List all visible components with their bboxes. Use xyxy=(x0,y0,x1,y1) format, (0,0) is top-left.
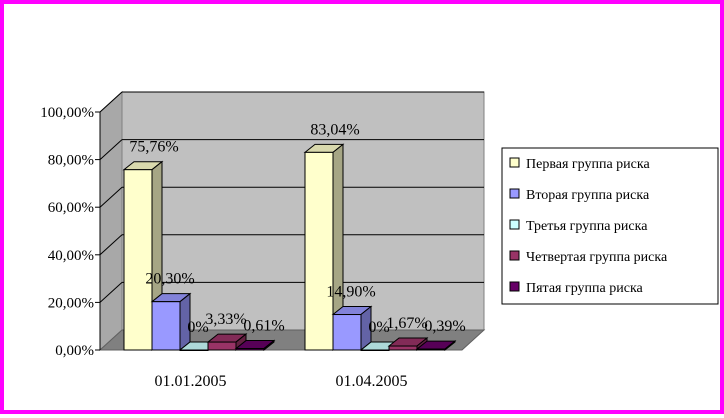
x-category-label: 01.01.2005 xyxy=(155,373,227,390)
legend-swatch xyxy=(509,219,520,230)
legend xyxy=(501,147,719,305)
legend-swatch xyxy=(509,188,520,199)
y-tick-label: 80,00% xyxy=(48,153,94,169)
legend-label: Вторая группа риска xyxy=(526,188,650,203)
bar xyxy=(151,301,181,351)
y-tick-label: 60,00% xyxy=(48,200,94,216)
data-label: 83,04% xyxy=(310,121,359,138)
y-tick-label: 20,00% xyxy=(48,295,94,311)
gridline-side xyxy=(99,139,123,160)
bar xyxy=(388,345,418,351)
chart-area: 0,00% 20,00% 40,00% 60,00% 80,00% 100,00% 75,7… xyxy=(40,90,719,390)
bar xyxy=(360,349,390,351)
legend-swatch xyxy=(509,281,520,292)
data-label: 0,39% xyxy=(424,318,465,335)
bar xyxy=(123,169,153,351)
data-label: 20,30% xyxy=(145,271,194,288)
legend-label: Третья группа риска xyxy=(526,219,648,234)
bar xyxy=(207,341,237,351)
data-label: 1,67% xyxy=(386,315,427,332)
data-label: 0% xyxy=(368,319,389,336)
legend-swatch xyxy=(509,250,520,261)
y-tick-label: 100,00% xyxy=(40,105,94,121)
data-label: 75,76% xyxy=(129,139,178,156)
gridline-side xyxy=(99,91,123,113)
bar xyxy=(416,348,446,351)
y-tick-label: 0,00% xyxy=(55,343,94,359)
legend-label: Первая группа риска xyxy=(526,157,650,172)
data-label: 0,61% xyxy=(243,318,284,335)
bar xyxy=(235,348,265,351)
gridline-side xyxy=(99,234,123,256)
bar xyxy=(304,151,334,351)
x-category-label: 01.04.2005 xyxy=(336,373,408,390)
bar xyxy=(179,349,209,351)
gridline-side xyxy=(99,186,123,208)
gridline-side xyxy=(99,282,123,303)
side-wall xyxy=(99,90,123,352)
legend-label: Четвертая группа риска xyxy=(526,250,668,265)
data-label: 0% xyxy=(187,319,208,336)
bar xyxy=(332,314,362,351)
data-label: 3,33% xyxy=(205,311,246,328)
legend-label: Пятая группа риска xyxy=(526,281,644,296)
legend-swatch xyxy=(509,157,520,168)
data-label: 14,90% xyxy=(326,284,375,301)
y-tick-label: 40,00% xyxy=(48,248,94,264)
